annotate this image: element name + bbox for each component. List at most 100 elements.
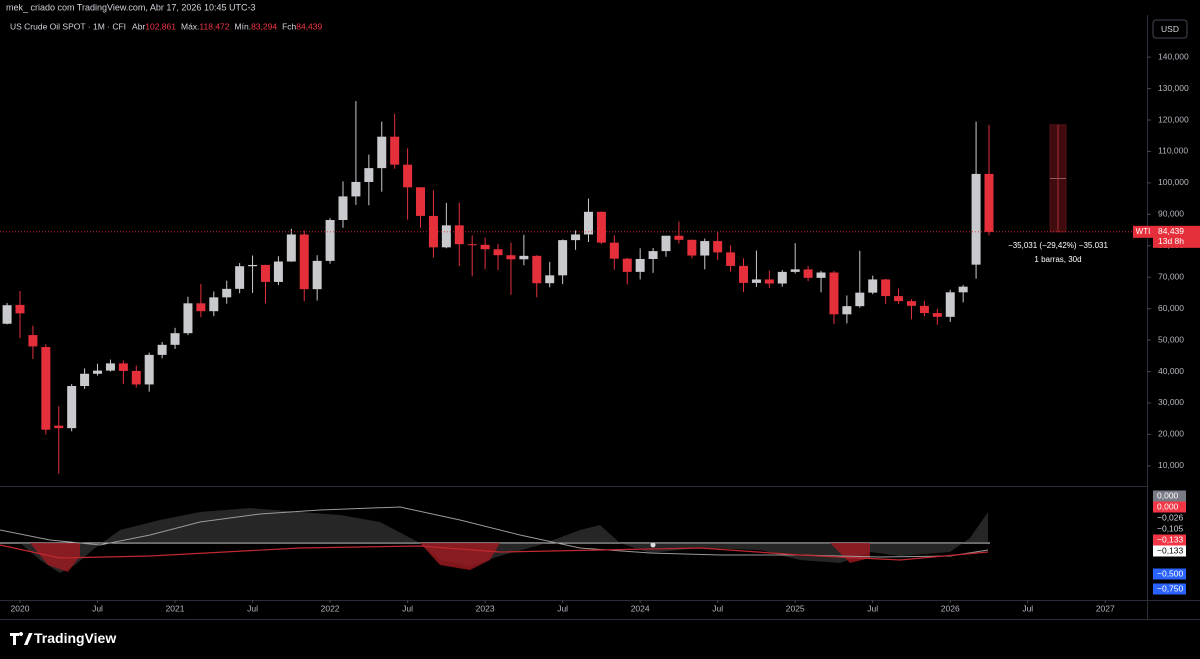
legend-value: 84,439 [296, 21, 322, 31]
indicator-label-bg [1153, 523, 1186, 535]
indicator-line [0, 544, 989, 561]
x-tick-label: 2020 [11, 603, 30, 613]
indicator-label: −0,026 [1157, 512, 1184, 522]
candle-body [583, 211, 593, 235]
candle-body [170, 333, 180, 345]
legend-value: 83,294 [251, 21, 277, 31]
indicator-label-bg [1153, 534, 1186, 546]
x-tick-label: Jul [557, 603, 568, 613]
candle-body [390, 136, 400, 165]
candle-body [622, 258, 632, 272]
candle-body [286, 234, 296, 262]
candle-body [519, 255, 529, 260]
candle-body [764, 279, 774, 284]
price-tag-countdown: 13d 8h [1158, 236, 1184, 246]
candle-body [906, 301, 916, 306]
candle-body [609, 242, 619, 259]
y-tick-label: 40,000 [1158, 366, 1184, 376]
candle-body [971, 173, 981, 265]
currency-button[interactable] [1152, 19, 1188, 39]
indicator-area [20, 508, 988, 573]
candle-body [248, 264, 258, 267]
candle-body [777, 271, 787, 284]
candle-body [222, 288, 232, 298]
candle-body [596, 211, 606, 243]
candle-body [661, 235, 671, 252]
candle-body [183, 303, 193, 334]
candle-body [196, 303, 206, 312]
candle-body [67, 386, 77, 429]
x-tick-label: Jul [867, 603, 878, 613]
indicator-label: −0,500 [1157, 568, 1184, 578]
candle-body [894, 296, 904, 302]
x-tick-label: Jul [712, 603, 723, 613]
price-tag-name: WTI [1136, 227, 1151, 236]
indicator-label: −0,105 [1157, 523, 1184, 533]
x-tick-label: Jul [1022, 603, 1033, 613]
candle-body [751, 279, 761, 283]
brand-logo [10, 632, 33, 645]
candle-body [480, 244, 490, 250]
y-tick-label: 110,000 [1158, 146, 1188, 156]
candle-body [932, 313, 942, 317]
candle-body [157, 344, 167, 355]
x-tick-label: 2022 [321, 603, 340, 613]
candle-body [674, 235, 684, 240]
y-tick-label: 120,000 [1158, 114, 1189, 124]
y-tick-label: 30,000 [1158, 397, 1184, 407]
candle-body [829, 272, 839, 315]
indicator-label: 0,000 [1157, 501, 1179, 511]
candle-body [144, 354, 154, 385]
currency[interactable]: USD [1161, 24, 1179, 34]
candle-body [312, 260, 322, 290]
indicator-label-bg [1153, 545, 1186, 557]
candle-body [493, 249, 503, 256]
x-tick-label: Jul [402, 603, 413, 613]
indicator-label-bg [1153, 568, 1186, 580]
indicator-label: 0,000 [1157, 490, 1179, 500]
candle-body [700, 241, 710, 256]
candle-body [855, 292, 865, 307]
y-tick-label: 10,000 [1158, 460, 1184, 470]
candle-body [868, 279, 878, 293]
candle-body [919, 305, 929, 314]
caption: mek_ criado com TradingView.com, Abr 17,… [6, 2, 255, 12]
measure-bars: 1 barras, 30d [1034, 255, 1081, 264]
x-tick-label: 2021 [166, 603, 185, 613]
candle-body [54, 425, 64, 429]
candle-body [545, 275, 555, 284]
price-tag-value: 84,439 [1158, 226, 1184, 236]
legend-label: Mín. [235, 21, 252, 31]
indicator-label-bg [1153, 583, 1186, 595]
y-tick-label: 70,000 [1158, 271, 1184, 281]
price-tag-name-bg [1133, 225, 1153, 238]
candle-body [260, 264, 270, 282]
candle-body [338, 196, 348, 221]
y-tick-label: 60,000 [1158, 303, 1184, 313]
x-tick-label: 2023 [476, 603, 495, 613]
candle-body [105, 363, 115, 371]
legend: US Crude Oil SPOT · 1M · CFI [10, 21, 126, 31]
candle-body [2, 305, 12, 324]
indicator-signal [0, 506, 989, 558]
y-tick-label: 100,000 [1158, 177, 1189, 187]
candle-body [945, 292, 955, 317]
legend-label: Máx. [181, 21, 199, 31]
legend-value: 102,861 [145, 21, 176, 31]
legend-value: 118,472 [199, 21, 229, 31]
candle-body [416, 187, 426, 216]
y-tick-label: 140,000 [1158, 51, 1189, 61]
candle-body [325, 220, 335, 261]
candle-body [558, 240, 568, 276]
candle-body [118, 363, 128, 371]
x-tick-label: Jul [247, 603, 258, 613]
candle-body [648, 251, 658, 259]
y-tick-label: 90,000 [1158, 209, 1184, 219]
candle-body [80, 373, 90, 387]
candle-body [131, 370, 141, 385]
candle-body [441, 225, 451, 248]
indicator-label-bg [1153, 501, 1186, 513]
candle-body [403, 164, 413, 188]
logo-mark [10, 632, 33, 645]
